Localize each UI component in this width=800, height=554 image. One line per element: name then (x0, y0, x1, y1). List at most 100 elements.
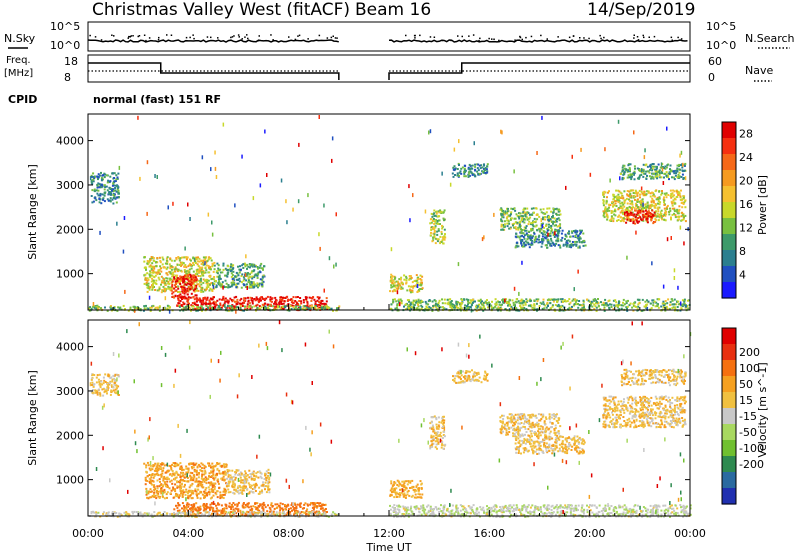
scatter-cell (618, 303, 621, 306)
scatter-cell (172, 486, 175, 489)
scatter-cell (655, 198, 658, 201)
scatter-cell (164, 262, 167, 265)
scatter-cell (645, 193, 648, 196)
scatter-cell (639, 216, 642, 219)
scatter-cell (116, 188, 119, 190)
scatter-cell (182, 471, 185, 474)
scatter-cell (654, 206, 657, 209)
scatter-cell (212, 474, 215, 477)
scatter-cell (662, 215, 664, 218)
scatter-cell (164, 282, 167, 285)
scatter-cell (612, 217, 615, 220)
scatter-cell (90, 307, 93, 310)
scatter-cell (664, 309, 667, 312)
scatter-cell (639, 211, 642, 214)
scatter-cell (278, 300, 281, 303)
nsearch-label: N.Search (745, 32, 795, 45)
scatter-cell (507, 304, 509, 307)
scatter-cell (626, 255, 628, 260)
scatter-cell (628, 214, 631, 217)
scatter-cell (148, 474, 151, 476)
scatter-cell (324, 307, 327, 310)
scatter-cell (676, 300, 679, 303)
scatter-cell (143, 305, 146, 308)
scatter-cell (219, 268, 222, 271)
scatter-cell (153, 265, 156, 268)
scatter-cell (514, 300, 517, 303)
scatter-cell (449, 298, 452, 301)
scatter-cell (200, 286, 202, 289)
scatter-cell (217, 462, 220, 465)
scatter-cell (109, 188, 112, 191)
scatter-cell (256, 282, 259, 285)
scatter-cell (477, 163, 480, 166)
scatter-cell (656, 171, 659, 174)
scatter-cell (399, 278, 402, 281)
scatter-cell (190, 292, 193, 295)
scatter-cell (478, 300, 481, 302)
scatter-cell (389, 280, 392, 283)
scatter-cell (603, 308, 606, 311)
scatter-cell (116, 190, 119, 193)
scatter-cell (444, 236, 447, 239)
noise-point (636, 36, 639, 38)
scatter-cell (515, 245, 518, 248)
scatter-cell (541, 242, 544, 245)
scatter-cell (199, 469, 202, 472)
scatter-cell (163, 488, 166, 491)
scatter-cell (666, 164, 669, 167)
scatter-cell (673, 268, 676, 273)
scatter-cell (391, 290, 394, 293)
scatter-cell (319, 302, 322, 305)
scatter-cell (675, 172, 677, 175)
scatter-cell (172, 201, 174, 206)
scatter-cell (206, 260, 209, 263)
scatter-cell (580, 147, 582, 152)
scatter-cell (224, 297, 227, 300)
scatter-cell (472, 300, 475, 303)
scatter-cell (251, 306, 254, 309)
scatter-cell (108, 192, 111, 195)
scatter-cell (184, 493, 187, 496)
scatter-cell (255, 304, 258, 307)
scatter-cell (183, 302, 186, 305)
scatter-cell (278, 302, 281, 305)
scatter-cell (606, 210, 609, 213)
noise-point (127, 37, 129, 39)
scatter-cell (165, 257, 168, 260)
scatter-cell (438, 211, 441, 214)
scatter-cell (162, 258, 165, 261)
scatter-cell (645, 217, 648, 220)
scatter-cell (260, 283, 263, 286)
scatter-cell (171, 285, 174, 288)
scatter-cell (604, 206, 607, 209)
scatter-cell (434, 237, 437, 240)
scatter-cell (213, 278, 216, 281)
scatter-cell (212, 270, 215, 273)
scatter-cell (622, 301, 624, 304)
scatter-cell (676, 215, 679, 218)
noise-point (100, 39, 103, 41)
scatter-cell (225, 300, 228, 303)
scatter-cell (441, 306, 444, 309)
scatter-cell (184, 288, 187, 291)
scatter-cell (536, 309, 538, 312)
scatter-cell (653, 204, 656, 207)
scatter-cell (643, 192, 646, 195)
scatter-cell (274, 301, 277, 304)
scatter-cell (194, 272, 197, 275)
scatter-cell (226, 309, 229, 312)
scatter-cell (139, 308, 142, 310)
scatter-cell (183, 256, 186, 259)
scatter-cell (232, 270, 235, 273)
scatter-cell (170, 466, 173, 469)
scatter-cell (557, 238, 560, 240)
scatter-cell (175, 274, 177, 277)
scatter-cell (205, 264, 208, 267)
scatter-cell (463, 169, 466, 172)
scatter-cell (256, 306, 259, 309)
scatter-cell (212, 300, 215, 303)
scatter-cell (654, 203, 657, 205)
scatter-cell (199, 281, 202, 284)
scatter-cell (100, 177, 103, 179)
